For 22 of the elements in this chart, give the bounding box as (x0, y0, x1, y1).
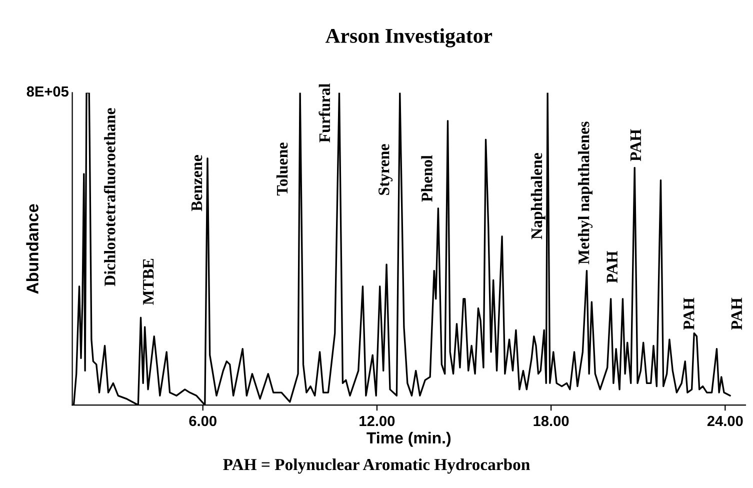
annotation: Styrene (378, 144, 393, 195)
x-tick-label: 24.00 (707, 416, 743, 426)
x-axis-title: Time (min.) (366, 432, 451, 447)
text: PAH = Polynuclear Aromatic Hydrocarbon (223, 458, 530, 474)
annotation: Dichlorotetrafluoroethane (104, 108, 116, 286)
x-tick-label: 12.00 (360, 416, 395, 426)
annotation: Naphthalene (530, 152, 546, 240)
annotation: Toluene (276, 142, 288, 196)
annotation: MTBE (143, 258, 154, 305)
annotation: Furfural (318, 84, 330, 142)
annotation: PAH (606, 250, 618, 283)
annotation: PAH (630, 129, 641, 162)
chart-title: Arson Investigator (325, 28, 492, 48)
x-tick-label: 6.00 (189, 416, 216, 426)
annotation: PAH (731, 298, 742, 330)
y-axis-title: Abundance (26, 204, 38, 294)
x-tick-label: 18.00 (534, 416, 569, 426)
annotation: Benzene (192, 155, 202, 212)
annotation: Phenol (421, 155, 432, 202)
annotation: Methyl naphthalenes (578, 122, 593, 264)
annotation: PAH (684, 298, 694, 330)
text: 8E+05 (26, 86, 69, 97)
